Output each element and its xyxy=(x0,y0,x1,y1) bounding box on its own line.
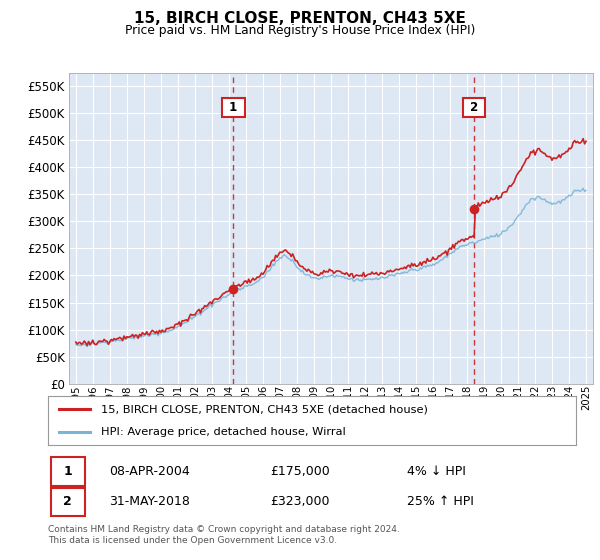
Text: 15, BIRCH CLOSE, PRENTON, CH43 5XE: 15, BIRCH CLOSE, PRENTON, CH43 5XE xyxy=(134,11,466,26)
Text: 2: 2 xyxy=(63,496,72,508)
Text: 25% ↑ HPI: 25% ↑ HPI xyxy=(407,496,474,508)
Text: 15, BIRCH CLOSE, PRENTON, CH43 5XE (detached house): 15, BIRCH CLOSE, PRENTON, CH43 5XE (deta… xyxy=(101,404,428,414)
Text: £175,000: £175,000 xyxy=(270,465,329,478)
Text: Price paid vs. HM Land Registry's House Price Index (HPI): Price paid vs. HM Land Registry's House … xyxy=(125,24,475,36)
FancyBboxPatch shape xyxy=(50,458,85,486)
Text: Contains HM Land Registry data © Crown copyright and database right 2024.
This d: Contains HM Land Registry data © Crown c… xyxy=(48,525,400,545)
Text: 1: 1 xyxy=(63,465,72,478)
FancyBboxPatch shape xyxy=(50,488,85,516)
Text: HPI: Average price, detached house, Wirral: HPI: Average price, detached house, Wirr… xyxy=(101,427,346,437)
Text: 4% ↓ HPI: 4% ↓ HPI xyxy=(407,465,466,478)
Text: 31-MAY-2018: 31-MAY-2018 xyxy=(109,496,190,508)
Text: 1: 1 xyxy=(225,101,242,114)
Text: 08-APR-2004: 08-APR-2004 xyxy=(109,465,190,478)
Text: £323,000: £323,000 xyxy=(270,496,329,508)
Text: 2: 2 xyxy=(466,101,482,114)
